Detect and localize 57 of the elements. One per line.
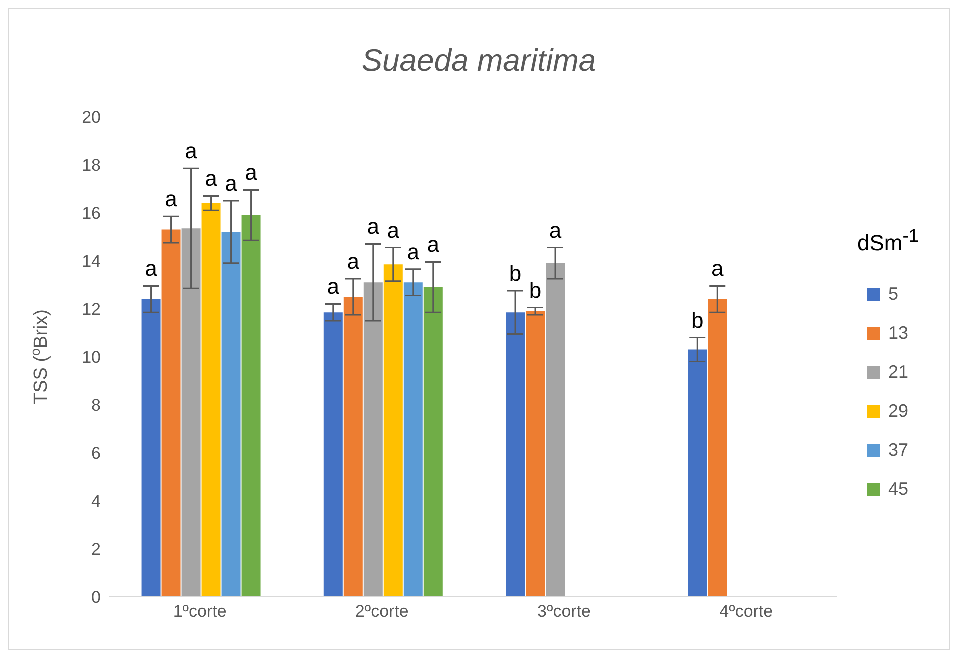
x-tick-label: 3ºcorte	[538, 602, 592, 622]
legend-label: 13	[888, 322, 908, 344]
data-label: a	[347, 249, 360, 274]
legend-label: 5	[888, 284, 898, 305]
y-tick-label: 14	[82, 252, 101, 272]
y-tick-label: 12	[82, 300, 101, 320]
data-label: a	[185, 138, 198, 164]
data-label: a	[145, 256, 158, 282]
y-tick-label: 6	[92, 444, 101, 464]
data-label: a	[549, 218, 562, 243]
y-tick-label: 0	[92, 588, 101, 608]
bar	[424, 287, 443, 597]
legend-label: 37	[888, 440, 908, 461]
y-tick-label: 16	[82, 204, 101, 224]
bar	[324, 312, 343, 597]
bar	[364, 282, 383, 597]
bar	[708, 299, 728, 597]
data-label: a	[407, 239, 420, 264]
y-tick-label: 10	[82, 348, 101, 368]
chart-title: Suaeda maritima	[360, 42, 598, 80]
y-tick-label: 20	[82, 108, 101, 128]
data-label: a	[205, 166, 218, 192]
bar	[506, 312, 526, 597]
x-tick-label: 2ºcorte	[355, 602, 409, 622]
bar	[142, 299, 161, 597]
bar	[688, 350, 708, 597]
x-tick-label: 4ºcorte	[720, 602, 774, 622]
data-label: a	[245, 160, 258, 186]
data-label: b	[529, 278, 542, 303]
bar	[344, 297, 363, 597]
data-label: a	[225, 171, 238, 196]
y-tick-label: 4	[92, 492, 101, 512]
bar	[182, 228, 201, 597]
bar	[546, 263, 566, 597]
data-label: a	[427, 232, 440, 258]
y-tick-label: 2	[92, 540, 101, 560]
bar	[384, 264, 403, 597]
legend-title: dSm$^{-1}$	[857, 225, 919, 257]
data-label: a	[165, 186, 178, 212]
y-tick-label: 18	[82, 156, 101, 176]
bar	[242, 215, 261, 597]
legend-label: 21	[888, 362, 908, 383]
legend-label: 29	[888, 400, 908, 422]
y-tick-label: 8	[92, 396, 101, 416]
bar	[202, 203, 221, 597]
data-label: a	[387, 218, 400, 243]
data-label: a	[327, 274, 340, 300]
bar	[222, 232, 241, 597]
bar	[404, 282, 423, 597]
bar	[162, 230, 181, 597]
data-label: a	[367, 214, 380, 240]
data-label: a	[711, 256, 724, 282]
data-label: b	[691, 308, 704, 333]
data-label: b	[509, 261, 522, 286]
legend-label: 45	[888, 478, 908, 500]
bar	[526, 311, 546, 597]
x-tick-label: 1ºcorte	[173, 602, 227, 622]
